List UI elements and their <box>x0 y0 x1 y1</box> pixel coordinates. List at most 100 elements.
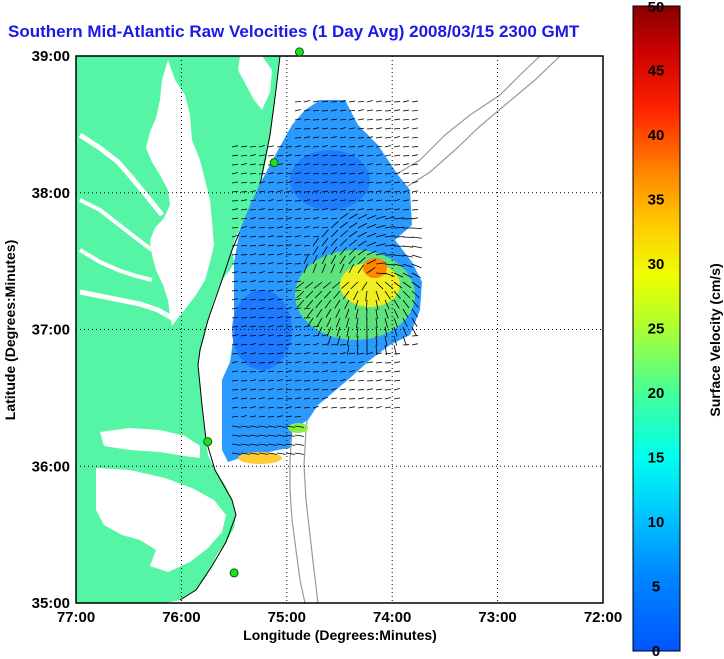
velocity-vector <box>375 127 382 130</box>
velocity-vector <box>312 335 320 337</box>
velocity-vector <box>357 406 364 409</box>
velocity-vector <box>402 182 410 184</box>
velocity-vector <box>305 290 314 299</box>
velocity-vector <box>231 227 239 229</box>
velocity-vector <box>384 208 391 211</box>
velocity-vector <box>240 145 247 148</box>
velocity-vector <box>353 290 359 301</box>
velocity-vector <box>411 127 418 130</box>
velocity-vector <box>231 307 238 310</box>
velocity-vector <box>384 299 390 310</box>
velocity-vector <box>321 200 329 202</box>
velocity-vector <box>231 154 238 157</box>
velocity-vector <box>267 343 275 346</box>
velocity-vector <box>294 379 302 382</box>
velocity-vector <box>231 452 241 455</box>
velocity-vector <box>258 181 265 184</box>
velocity-vector <box>384 145 391 148</box>
velocity-vector <box>345 308 350 319</box>
y-axis-label: Latitude (Degrees:Minutes) <box>2 240 18 420</box>
velocity-vector <box>276 199 283 202</box>
velocity-vector <box>231 443 241 446</box>
velocity-vector <box>402 245 413 248</box>
velocity-vector <box>267 334 274 337</box>
velocity-vector <box>267 380 275 382</box>
velocity-vector <box>231 290 239 292</box>
velocity-vector <box>303 163 310 166</box>
velocity-vector <box>393 199 400 202</box>
velocity-vector <box>339 238 348 247</box>
velocity-vector <box>276 325 283 328</box>
velocity-vector <box>348 247 357 256</box>
velocity-vector <box>249 172 257 175</box>
velocity-vector <box>231 353 239 355</box>
velocity-vector <box>347 344 350 355</box>
colorbar-tick-label: 35 <box>648 192 665 209</box>
velocity-vector <box>276 172 283 175</box>
velocity-vector <box>402 290 411 299</box>
velocity-vector <box>384 235 395 238</box>
velocity-vector <box>303 100 310 103</box>
velocity-vector <box>249 199 256 202</box>
velocity-vector <box>321 379 328 382</box>
velocity-vector <box>294 290 302 292</box>
velocity-vector <box>348 370 355 373</box>
velocity-vector <box>335 317 341 328</box>
x-tick-label: 74:00 <box>373 609 411 626</box>
velocity-vector <box>312 343 319 346</box>
velocity-vector <box>258 352 266 355</box>
velocity-vector <box>393 317 398 328</box>
colorbar-tick-label: 45 <box>648 63 665 80</box>
velocity-vector <box>267 181 274 184</box>
velocity-vector <box>366 214 377 220</box>
velocity-vector <box>258 334 265 337</box>
velocity-vector <box>393 208 400 211</box>
velocity-vector <box>366 199 373 202</box>
velocity-vector <box>312 406 319 409</box>
velocity-vector <box>411 181 418 184</box>
y-tick-label: 39:00 <box>32 48 70 65</box>
velocity-vector <box>339 212 349 220</box>
velocity-vector <box>393 406 401 409</box>
velocity-vector <box>258 379 265 382</box>
velocity-vector <box>339 263 345 274</box>
station-markers <box>203 47 304 578</box>
velocity-vector <box>348 163 355 166</box>
velocity-vector <box>375 361 383 364</box>
velocity-vector <box>321 217 328 220</box>
velocity-vector <box>356 344 359 355</box>
velocity-vector <box>354 299 359 310</box>
velocity-vector <box>285 325 293 328</box>
velocity-vector <box>339 397 347 400</box>
velocity-vector <box>249 235 257 238</box>
velocity-vector <box>366 208 373 211</box>
velocity-vector <box>258 244 265 247</box>
velocity-vector <box>303 199 310 202</box>
velocity-vector <box>348 110 356 112</box>
velocity-vector <box>357 109 364 112</box>
velocity-vector <box>240 181 248 184</box>
velocity-vector <box>240 281 248 283</box>
velocity-vector <box>393 136 400 139</box>
velocity-vector <box>393 370 400 373</box>
velocity-vector <box>276 262 283 265</box>
velocity-vector <box>366 397 373 400</box>
velocity-vector <box>330 172 337 175</box>
velocity-vector <box>249 163 256 166</box>
velocity-vector <box>384 397 391 400</box>
velocity-vector <box>375 398 383 400</box>
velocity-vector <box>258 389 266 391</box>
velocity-vector <box>339 182 347 184</box>
velocity-vector <box>411 190 418 193</box>
velocity-vector <box>375 252 386 256</box>
velocity-vector <box>312 136 319 139</box>
station-marker <box>294 47 304 57</box>
velocity-vector <box>267 172 274 175</box>
velocity-vector <box>402 109 409 112</box>
velocity-vector <box>330 370 337 373</box>
velocity-vector <box>411 254 422 259</box>
velocity-vector <box>240 289 247 292</box>
velocity-vector <box>384 225 395 229</box>
velocity-vector <box>348 213 358 220</box>
velocity-vector <box>366 163 373 166</box>
